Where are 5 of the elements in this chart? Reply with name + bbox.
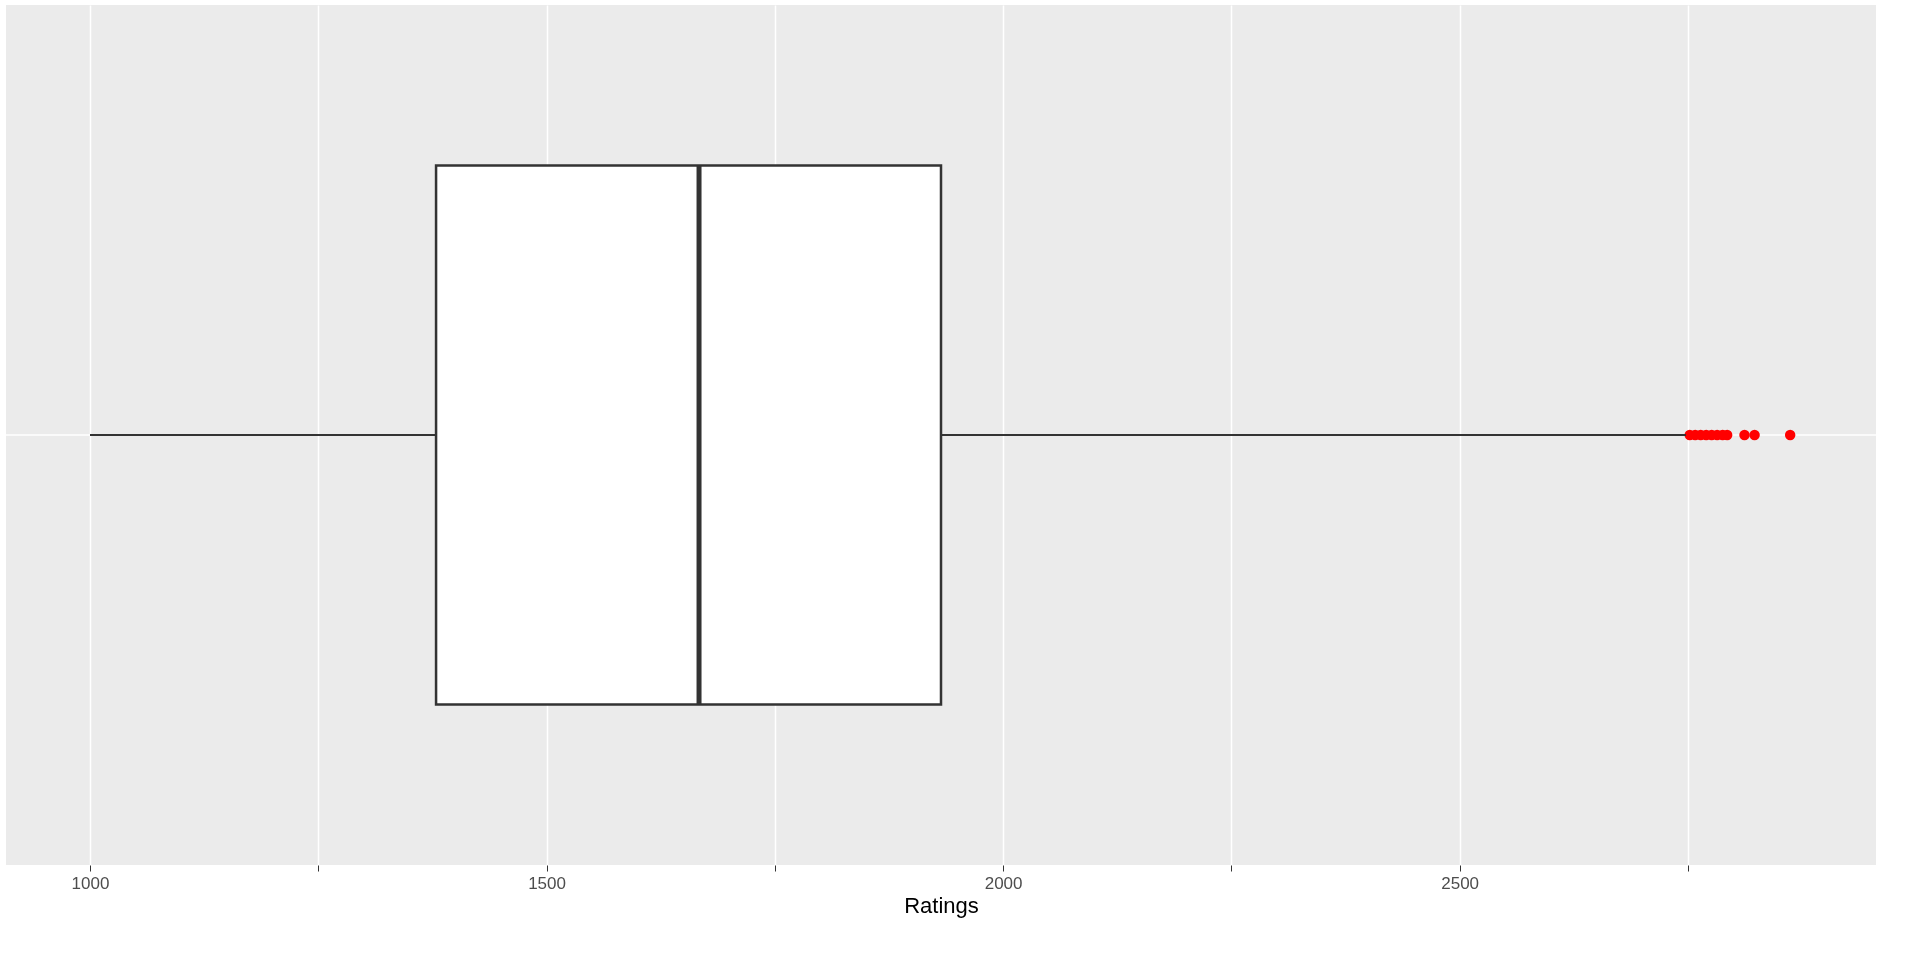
x-axis-title: Ratings (904, 892, 979, 918)
x-tick-label: 1000 (71, 873, 110, 893)
x-tick-label: 1500 (528, 873, 566, 893)
x-tick-label: 2500 (1441, 873, 1480, 893)
x-tick-label: 2000 (984, 873, 1023, 893)
